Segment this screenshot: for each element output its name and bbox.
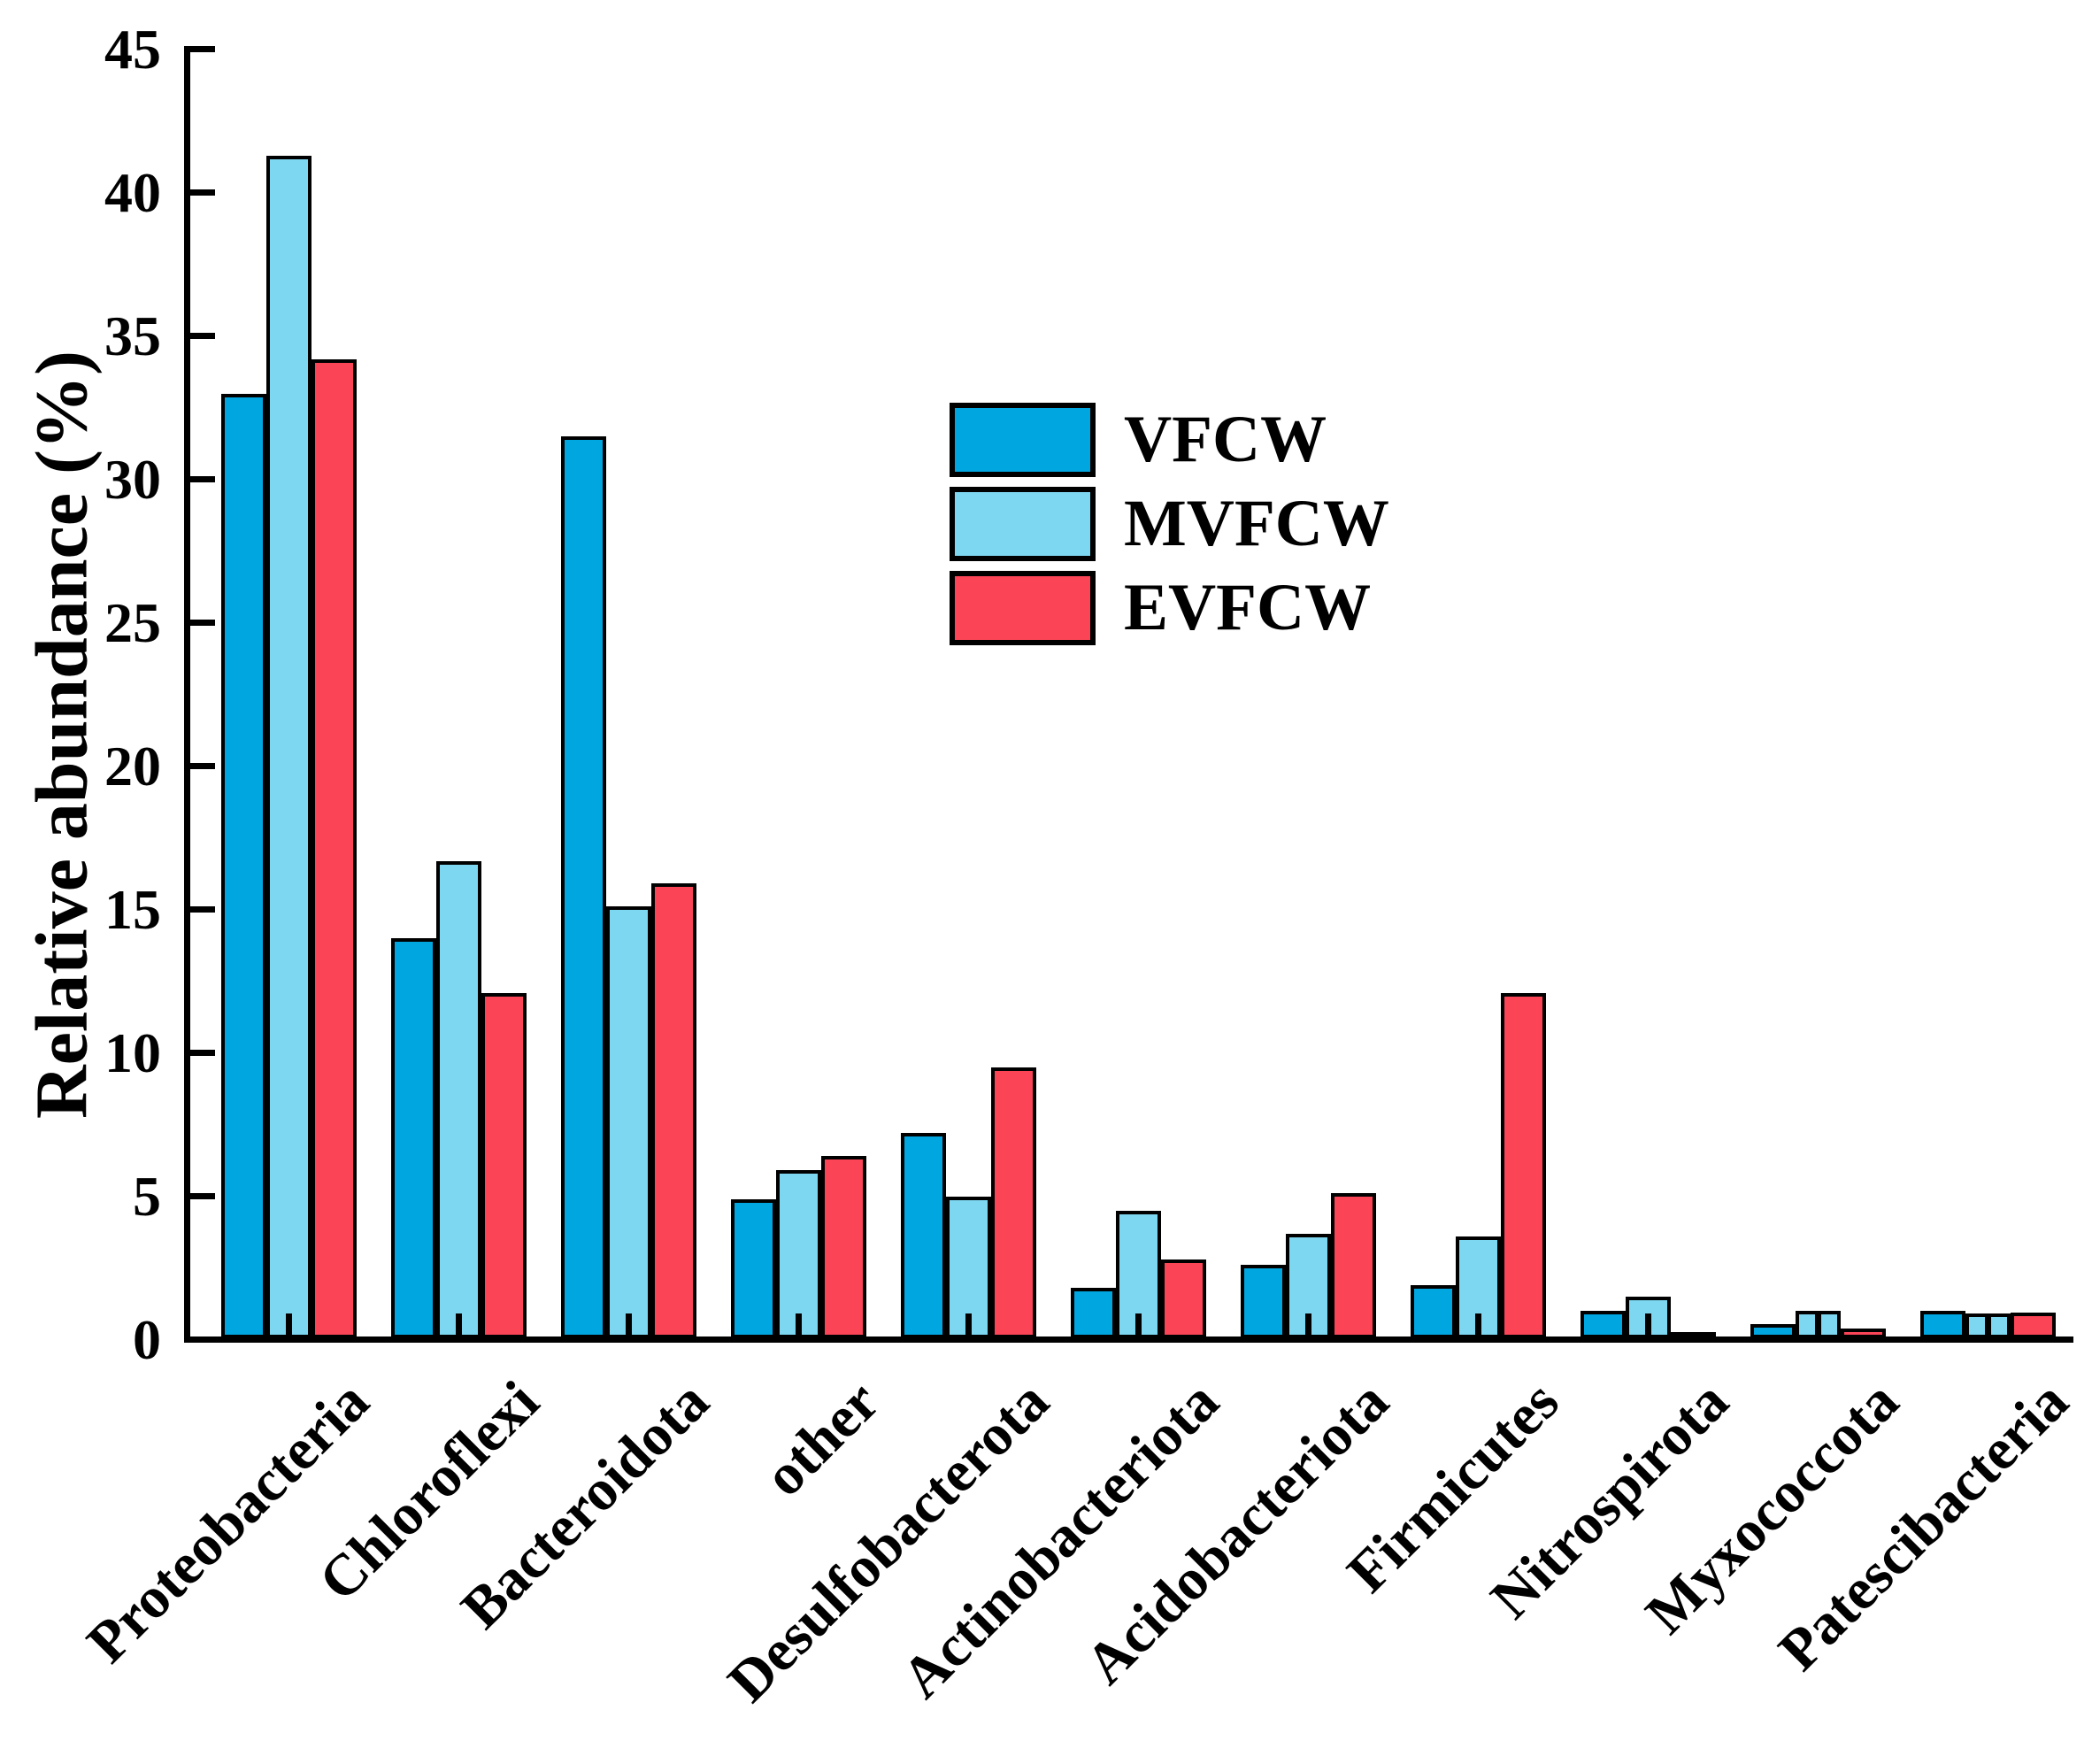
legend: VFCW MVFCW EVFCW bbox=[950, 403, 1389, 655]
y-tick-5 bbox=[184, 1193, 215, 1200]
bar-evfcw-actinobacteriota bbox=[1160, 1259, 1206, 1338]
bar-vfcw-patescibacteria bbox=[1919, 1311, 1965, 1338]
bar-evfcw-nitrospirota bbox=[1670, 1332, 1716, 1340]
y-tick-label-5: 5 bbox=[133, 1164, 161, 1228]
x-label-actinobacteriota: Actinobacteriota bbox=[889, 1368, 1232, 1711]
y-tick-45 bbox=[184, 46, 215, 53]
y-tick-label-45: 45 bbox=[104, 17, 161, 81]
y-tick-15 bbox=[184, 906, 215, 913]
x-label-patescibacteria: Patescibacteria bbox=[1766, 1368, 2081, 1683]
bar-mvfcw-acidobacteriota bbox=[1285, 1233, 1331, 1338]
x-tick-chloroflexi bbox=[455, 1313, 462, 1336]
x-label-other: other bbox=[751, 1368, 892, 1509]
bar-evfcw-desulfobacterota bbox=[990, 1067, 1036, 1338]
x-tick-actinobacteriota bbox=[1134, 1313, 1142, 1336]
bar-vfcw-myxococcota bbox=[1750, 1323, 1796, 1338]
legend-item-vfcw: VFCW bbox=[950, 403, 1389, 477]
y-tick-40 bbox=[184, 189, 215, 196]
legend-swatch-mvfcw bbox=[950, 487, 1096, 561]
x-label-desulfobacterota: Desulfobacterota bbox=[715, 1368, 1062, 1714]
bar-evfcw-chloroflexi bbox=[481, 992, 527, 1338]
bar-mvfcw-bacteroidota bbox=[605, 906, 651, 1338]
legend-label-evfcw: EVFCW bbox=[1124, 571, 1372, 644]
y-tick-label-15: 15 bbox=[104, 877, 161, 941]
x-tick-nitrospirota bbox=[1644, 1313, 1651, 1336]
legend-swatch-vfcw bbox=[950, 403, 1096, 477]
bar-vfcw-bacteroidota bbox=[560, 436, 606, 1338]
bar-vfcw-desulfobacterota bbox=[900, 1133, 946, 1338]
x-tick-patescibacteria bbox=[1984, 1313, 1991, 1336]
x-tick-firmicutes bbox=[1474, 1313, 1481, 1336]
bar-vfcw-firmicutes bbox=[1410, 1284, 1456, 1338]
bar-evfcw-myxococcota bbox=[1840, 1328, 1886, 1338]
bar-evfcw-firmicutes bbox=[1500, 992, 1546, 1338]
bar-vfcw-actinobacteriota bbox=[1070, 1288, 1116, 1338]
y-tick-label-35: 35 bbox=[104, 304, 161, 367]
x-tick-other bbox=[795, 1313, 802, 1336]
bar-vfcw-other bbox=[730, 1198, 776, 1338]
bar-evfcw-patescibacteria bbox=[2010, 1312, 2056, 1338]
legend-label-mvfcw: MVFCW bbox=[1124, 487, 1389, 560]
x-tick-acidobacteriota bbox=[1304, 1313, 1311, 1336]
y-tick-label-0: 0 bbox=[133, 1307, 161, 1371]
bar-mvfcw-other bbox=[775, 1170, 821, 1338]
x-tick-myxococcota bbox=[1814, 1313, 1821, 1336]
x-axis-spine bbox=[184, 1336, 2073, 1343]
x-label-proteobacteria: Proteobacteria bbox=[75, 1368, 382, 1675]
y-tick-label-20: 20 bbox=[104, 734, 161, 797]
y-tick-30 bbox=[184, 476, 215, 483]
y-tick-0 bbox=[184, 1336, 215, 1343]
bar-evfcw-acidobacteriota bbox=[1330, 1193, 1376, 1338]
x-tick-desulfobacterota bbox=[965, 1313, 972, 1336]
y-tick-10 bbox=[184, 1050, 215, 1057]
x-label-acidobacteriota: Acidobacteriota bbox=[1073, 1368, 1402, 1698]
y-tick-35 bbox=[184, 333, 215, 340]
legend-swatch-evfcw bbox=[950, 571, 1096, 645]
bar-evfcw-proteobacteria bbox=[311, 358, 357, 1338]
y-tick-20 bbox=[184, 763, 215, 770]
y-tick-label-10: 10 bbox=[104, 1021, 161, 1084]
y-tick-25 bbox=[184, 620, 215, 627]
x-tick-proteobacteria bbox=[285, 1313, 292, 1336]
legend-item-evfcw: EVFCW bbox=[950, 571, 1389, 645]
bar-evfcw-bacteroidota bbox=[650, 883, 696, 1338]
bar-mvfcw-proteobacteria bbox=[265, 155, 311, 1338]
bar-vfcw-proteobacteria bbox=[220, 393, 266, 1338]
y-tick-label-25: 25 bbox=[104, 590, 161, 654]
bar-vfcw-acidobacteriota bbox=[1240, 1265, 1286, 1338]
legend-label-vfcw: VFCW bbox=[1124, 403, 1327, 476]
legend-item-mvfcw: MVFCW bbox=[950, 487, 1389, 561]
y-tick-label-30: 30 bbox=[104, 447, 161, 511]
y-tick-label-40: 40 bbox=[104, 160, 161, 224]
bar-vfcw-chloroflexi bbox=[390, 938, 436, 1338]
x-tick-bacteroidota bbox=[625, 1313, 632, 1336]
bar-vfcw-nitrospirota bbox=[1580, 1311, 1626, 1338]
bar-evfcw-other bbox=[820, 1156, 866, 1338]
y-axis-spine bbox=[184, 47, 190, 1343]
bar-mvfcw-chloroflexi bbox=[435, 860, 481, 1338]
